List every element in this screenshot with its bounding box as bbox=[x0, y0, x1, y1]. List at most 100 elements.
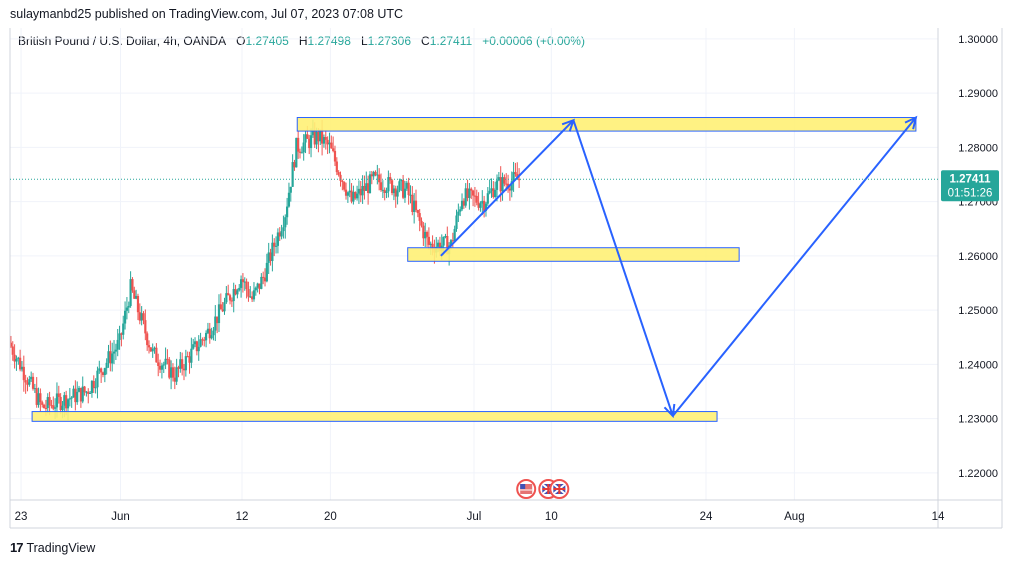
candle-body bbox=[298, 151, 302, 153]
candle-body bbox=[153, 347, 156, 349]
candle-body bbox=[392, 188, 396, 194]
candle-body bbox=[473, 195, 477, 197]
candle-body bbox=[44, 408, 48, 410]
candle-body bbox=[499, 177, 502, 192]
candle-body bbox=[170, 367, 173, 378]
candle-body bbox=[177, 367, 180, 369]
candle-body bbox=[239, 279, 243, 288]
candle-body bbox=[262, 276, 265, 278]
candle-body bbox=[359, 188, 362, 196]
candle-body bbox=[109, 351, 112, 364]
candle-body bbox=[459, 209, 462, 212]
current-price-countdown: 01:51:26 bbox=[948, 187, 993, 199]
publisher-line: sulaymanbd25 published on TradingView.co… bbox=[10, 7, 404, 21]
candle-body bbox=[120, 333, 123, 335]
y-tick-label: 1.25000 bbox=[958, 305, 998, 317]
uk-flag-icon bbox=[538, 479, 559, 499]
candle-body bbox=[328, 142, 331, 145]
candle-body bbox=[171, 367, 175, 378]
candle-body bbox=[234, 289, 237, 295]
candle-body bbox=[42, 404, 46, 409]
candle-body bbox=[241, 279, 245, 282]
candle-body bbox=[221, 309, 224, 312]
zones-layer bbox=[31, 117, 917, 422]
candle-body bbox=[46, 397, 49, 409]
candle-body bbox=[175, 367, 178, 382]
candle-body bbox=[510, 181, 513, 191]
flag-field bbox=[553, 484, 566, 494]
low-label: L bbox=[360, 34, 368, 48]
candle-body bbox=[492, 188, 495, 198]
flag-diag bbox=[552, 483, 566, 495]
candle-body bbox=[57, 393, 60, 397]
candle-body bbox=[35, 388, 38, 405]
flag-field bbox=[542, 484, 555, 494]
candle-body bbox=[348, 190, 351, 193]
candle-body bbox=[249, 296, 252, 298]
candle-body bbox=[330, 142, 333, 149]
candle-body bbox=[127, 305, 130, 308]
tradingview-brand: TradingView bbox=[26, 540, 96, 555]
candle-body bbox=[501, 177, 504, 192]
candle-body bbox=[184, 356, 187, 371]
x-tick-label: Jul bbox=[467, 511, 482, 523]
candle-body bbox=[322, 136, 326, 144]
candle-body bbox=[431, 243, 434, 249]
tradingview-footer[interactable]: 17 TradingView bbox=[10, 540, 95, 555]
candle-body bbox=[197, 346, 200, 352]
candle-body bbox=[19, 357, 22, 370]
candle-body bbox=[289, 186, 292, 193]
candle-body bbox=[468, 188, 471, 199]
support-zone bbox=[407, 247, 740, 262]
candle-body bbox=[138, 312, 141, 321]
low-value: 1.27306 bbox=[367, 34, 412, 48]
candle-body bbox=[420, 220, 423, 226]
event-ring bbox=[549, 479, 570, 499]
candle-body bbox=[315, 131, 318, 145]
candle-body bbox=[66, 399, 70, 409]
candle-body bbox=[273, 242, 276, 247]
candle-body bbox=[65, 395, 68, 409]
flag-diag bbox=[541, 483, 555, 495]
candle-body bbox=[400, 179, 403, 182]
candle-body bbox=[427, 236, 430, 245]
candle-body bbox=[475, 195, 478, 203]
candle-body bbox=[225, 293, 228, 303]
x-tick-label: 12 bbox=[236, 511, 249, 523]
candle-body bbox=[48, 397, 51, 406]
candle-body bbox=[436, 242, 440, 247]
arrow-segment bbox=[672, 116, 917, 417]
symbol-name[interactable]: British Pound / U.S. Dollar, 4h, OANDA bbox=[18, 34, 227, 48]
candle-body bbox=[414, 200, 418, 211]
candle-body bbox=[13, 354, 16, 362]
candle-body bbox=[363, 185, 366, 191]
candle-body bbox=[94, 387, 97, 389]
current-price-tag bbox=[941, 170, 999, 202]
candle-body bbox=[343, 182, 346, 190]
candle-body bbox=[403, 188, 407, 198]
candle-body bbox=[512, 172, 515, 182]
candle-body bbox=[72, 388, 75, 398]
candle-body bbox=[164, 358, 167, 365]
candle-body bbox=[195, 341, 198, 352]
candle-body bbox=[455, 215, 458, 229]
arrow-segment bbox=[440, 119, 575, 257]
candle-body bbox=[448, 245, 451, 255]
candle-body bbox=[505, 183, 508, 185]
candle-body bbox=[168, 359, 171, 378]
candle-body bbox=[256, 283, 259, 288]
candle-body bbox=[365, 183, 368, 191]
flag-diag bbox=[541, 483, 555, 495]
candle-body bbox=[223, 302, 226, 312]
x-tick-label: Jun bbox=[111, 511, 130, 523]
candle-body bbox=[146, 333, 149, 346]
candle-body bbox=[471, 190, 475, 196]
candle-body bbox=[206, 328, 210, 333]
candle-body bbox=[208, 328, 211, 339]
candle-body bbox=[227, 293, 230, 296]
candle-body bbox=[464, 188, 467, 206]
candle-body bbox=[54, 407, 57, 409]
candle-body bbox=[300, 152, 303, 154]
candle-body bbox=[11, 346, 14, 355]
